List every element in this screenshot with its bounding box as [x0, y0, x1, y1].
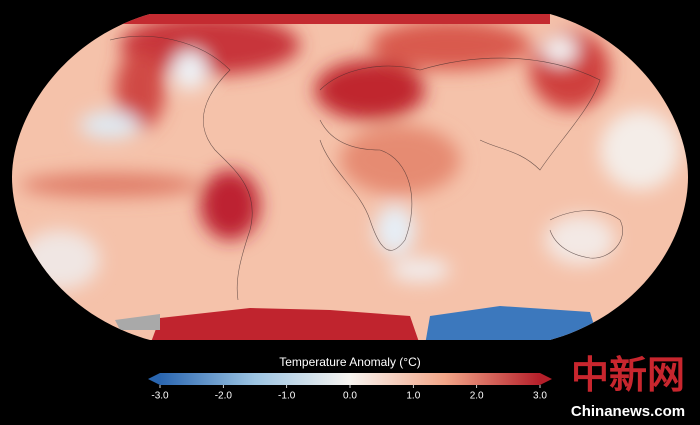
- coastlines: [109, 35, 623, 301]
- colorbar-tick-label: 0.0: [343, 391, 357, 402]
- no-data: [115, 314, 160, 330]
- colorbar-tick-label: -2.0: [215, 391, 233, 402]
- colorbar-tick-label: -1.0: [278, 391, 296, 402]
- watermark-site: Chinanews.com: [571, 403, 685, 420]
- colorbar-tick-label: -3.0: [151, 391, 169, 402]
- colorbar-tick-label: 3.0: [533, 391, 547, 402]
- colorbar-tick-label: 1.0: [406, 391, 420, 402]
- colorbar-max-arrow: [540, 373, 552, 385]
- colorbar: -3.0 -2.0 -1.0 0.0 1.0 2.0 3.0: [148, 373, 552, 402]
- arctic-strip: [120, 14, 550, 24]
- colorbar-gradient: [160, 373, 540, 385]
- antarctic-warm: [150, 308, 420, 340]
- anomaly-fields: [20, 15, 680, 290]
- antarctic-cool: [425, 306, 600, 340]
- colorbar-title: Temperature Anomaly (°C): [279, 355, 421, 369]
- colorbar-min-arrow: [148, 373, 160, 385]
- anomaly-map: [12, 14, 688, 340]
- watermark-logo: 中新网: [571, 355, 685, 397]
- colorbar-tick-label: 2.0: [470, 391, 484, 402]
